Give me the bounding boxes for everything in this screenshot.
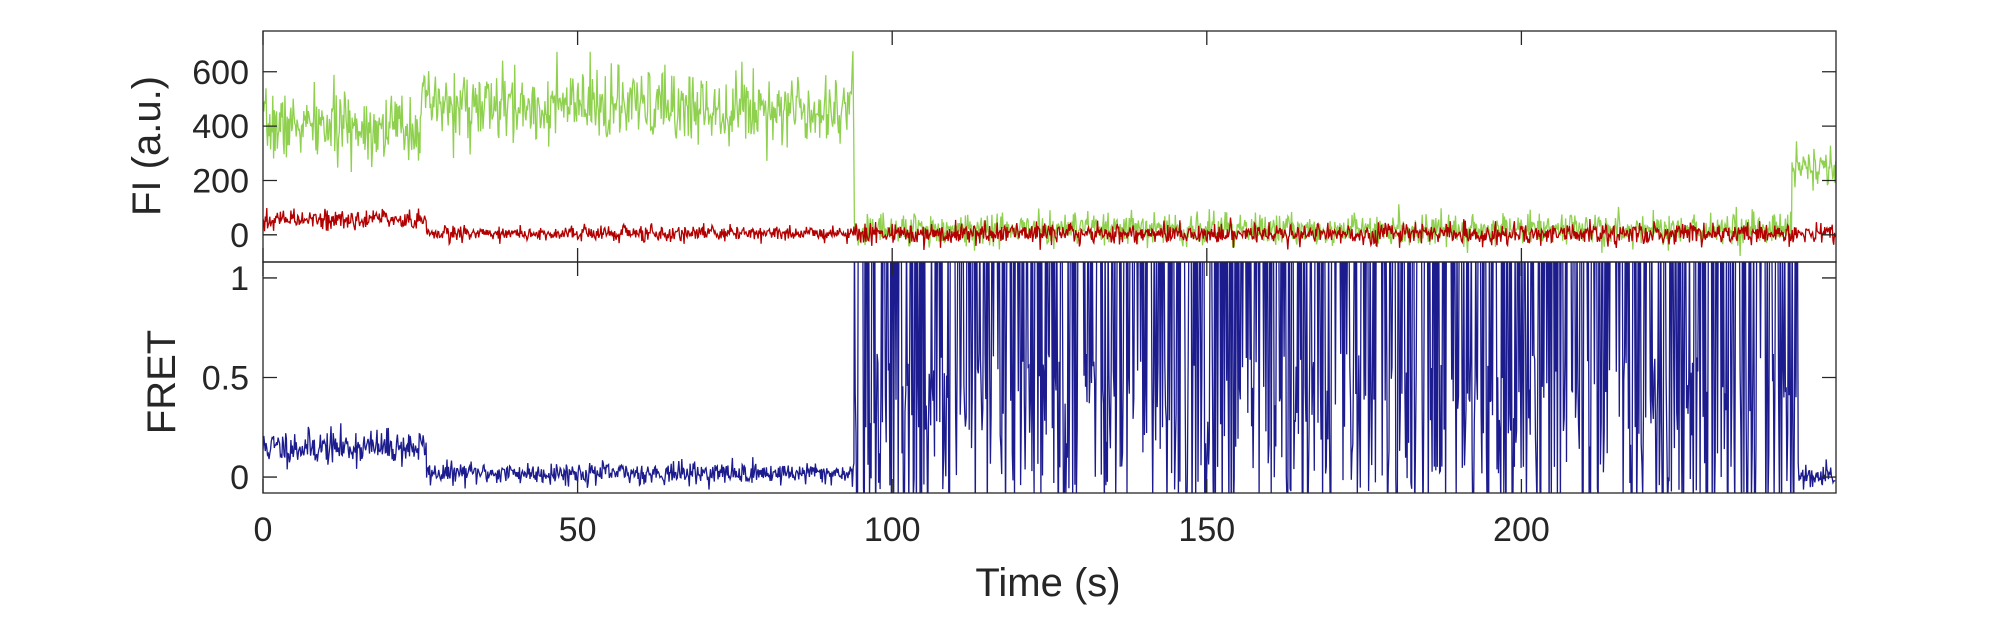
time-tick-label: 0 bbox=[254, 511, 273, 549]
intensity-panel: 0 200 400 600 bbox=[192, 30, 1837, 263]
fret-axis-label: FRET bbox=[140, 330, 184, 434]
intensity-axis-label: FI (a.u.) bbox=[125, 76, 169, 216]
time-tick-label: 100 bbox=[864, 511, 921, 549]
intensity-series-line-0 bbox=[263, 51, 1836, 257]
time-tick-label: 200 bbox=[1493, 511, 1550, 549]
time-tick-label: 150 bbox=[1178, 511, 1235, 549]
intensity-ytick-label: 0 bbox=[230, 217, 249, 255]
fret-ytick-label: 1 bbox=[230, 260, 249, 298]
fret-panel: 0 0.5 1 0 50 100 150 200 bbox=[202, 260, 1837, 549]
fret-ytick-label: 0 bbox=[230, 459, 249, 497]
intensity-ytick-label: 400 bbox=[192, 108, 249, 146]
time-tick-label: 50 bbox=[559, 511, 597, 549]
time-axis-label: Time (s) bbox=[975, 561, 1120, 605]
intensity-ytick-label: 600 bbox=[192, 54, 249, 92]
fret-series-line-0 bbox=[263, 262, 1836, 493]
intensity-series-line-1 bbox=[263, 207, 1836, 251]
fret-ytick-label: 0.5 bbox=[202, 360, 249, 398]
intensity-ytick-label: 200 bbox=[192, 162, 249, 200]
